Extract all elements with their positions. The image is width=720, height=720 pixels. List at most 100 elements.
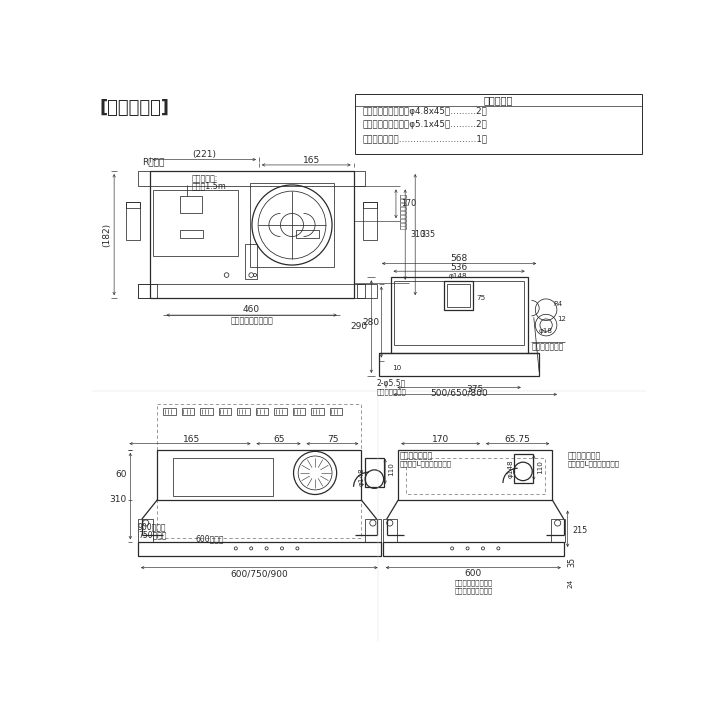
Text: φ148: φ148	[508, 460, 513, 478]
Bar	[514, 454, 533, 483]
Bar	[138, 284, 365, 298]
Bar	[182, 408, 194, 415]
Bar	[219, 408, 231, 415]
Text: R4: R4	[554, 300, 563, 307]
Text: （吊りボルト位置）: （吊りボルト位置）	[400, 193, 406, 229]
Text: φ148: φ148	[359, 467, 365, 486]
Bar	[150, 171, 354, 298]
Bar	[138, 171, 365, 186]
Bar	[355, 94, 642, 154]
Text: 35: 35	[567, 557, 577, 567]
Text: 座付ねじシルバー（φ4.8x45）………2本: 座付ねじシルバー（φ4.8x45）………2本	[363, 107, 487, 115]
Bar	[173, 457, 273, 496]
Bar	[200, 408, 212, 415]
Text: 460: 460	[243, 305, 260, 314]
Text: フィルター下端まで: フィルター下端まで	[454, 588, 492, 594]
Text: 110: 110	[537, 461, 543, 474]
Bar	[238, 408, 250, 415]
Text: 65: 65	[273, 436, 284, 444]
Text: 75: 75	[327, 436, 338, 444]
Bar	[157, 404, 361, 539]
Bar	[365, 457, 384, 487]
Text: φ18: φ18	[539, 328, 553, 334]
Text: 900の場合: 900の場合	[138, 522, 166, 531]
Text: 600の場合: 600の場合	[196, 534, 224, 543]
Text: 側方排気の場合: 側方排気の場合	[400, 451, 433, 461]
Text: 10: 10	[392, 365, 401, 372]
Bar	[365, 519, 381, 542]
Text: 600/750/900: 600/750/900	[230, 570, 288, 578]
Text: 290: 290	[351, 322, 367, 331]
Bar	[153, 190, 238, 256]
Text: （別売品L形ダクト使用）: （別売品L形ダクト使用）	[400, 460, 452, 467]
Bar	[138, 542, 381, 556]
Bar	[551, 519, 564, 542]
Text: 280: 280	[362, 318, 379, 328]
Bar	[157, 450, 361, 500]
Text: 165: 165	[184, 436, 201, 444]
Bar	[163, 408, 176, 415]
Text: 165: 165	[302, 156, 320, 165]
Text: 170: 170	[432, 435, 449, 444]
Text: 110: 110	[388, 462, 395, 476]
Bar	[180, 230, 204, 238]
Bar	[293, 408, 305, 415]
Bar	[180, 196, 202, 212]
Text: Rタイプ: Rタイプ	[142, 158, 164, 166]
Bar	[138, 519, 153, 542]
Text: （背面取付用）: （背面取付用）	[377, 388, 407, 395]
Text: 375: 375	[467, 385, 484, 395]
Text: 付　属　品: 付 属 品	[484, 95, 513, 105]
Bar	[447, 284, 470, 307]
Bar	[357, 284, 377, 298]
Text: 24: 24	[567, 578, 574, 588]
Text: 機外長1.5m: 機外長1.5m	[192, 181, 227, 190]
Bar	[363, 202, 377, 208]
Bar	[406, 457, 544, 495]
Text: 65.75: 65.75	[505, 435, 531, 444]
Text: （吊りボルト位置）: （吊りボルト位置）	[230, 317, 273, 325]
Bar	[444, 282, 473, 310]
Text: 後方排気の場合: 後方排気の場合	[567, 451, 601, 461]
Text: 60: 60	[115, 470, 127, 479]
Bar	[383, 519, 397, 542]
Text: [製品寸法図]: [製品寸法図]	[99, 99, 169, 117]
Bar	[251, 184, 333, 266]
Bar	[395, 282, 523, 345]
Bar	[296, 230, 319, 238]
Text: 本体取付穴詳細: 本体取付穴詳細	[531, 342, 564, 351]
Bar	[256, 408, 268, 415]
Bar	[127, 202, 140, 240]
Text: (221): (221)	[192, 150, 216, 158]
Text: 2-φ5.5穴: 2-φ5.5穴	[377, 379, 406, 388]
Text: 215: 215	[572, 526, 588, 535]
Text: 170: 170	[401, 199, 416, 208]
Text: 536: 536	[451, 263, 468, 272]
Text: 座付ねじブラック（φ5.1x45）………2本: 座付ねじブラック（φ5.1x45）………2本	[363, 120, 487, 130]
Bar	[383, 542, 564, 556]
Text: φ148: φ148	[449, 273, 467, 279]
Bar	[390, 277, 528, 353]
Bar	[398, 450, 552, 500]
Text: 750の場合: 750の場合	[138, 531, 166, 540]
Text: 12: 12	[558, 316, 567, 322]
Bar	[127, 202, 140, 208]
Text: 335: 335	[420, 230, 436, 239]
Bar	[274, 408, 287, 415]
Bar	[330, 408, 342, 415]
Text: 310: 310	[109, 495, 127, 505]
Text: 310: 310	[410, 230, 426, 239]
Text: 500/650/800: 500/650/800	[431, 388, 488, 397]
Bar	[245, 244, 257, 279]
Bar	[311, 408, 323, 415]
Bar	[138, 284, 157, 298]
Text: 電源コード:: 電源コード:	[192, 174, 218, 184]
Text: 600: 600	[464, 570, 482, 578]
Text: 75: 75	[477, 295, 486, 301]
Text: ソフトテープ　………………………1本: ソフトテープ ………………………1本	[363, 134, 488, 143]
Bar	[363, 202, 377, 240]
Text: (182): (182)	[102, 222, 111, 247]
Text: フード本体下端から: フード本体下端から	[454, 580, 492, 586]
Text: （別売品L形ダクト使用）: （別売品L形ダクト使用）	[567, 460, 620, 467]
Text: 568: 568	[451, 254, 468, 264]
